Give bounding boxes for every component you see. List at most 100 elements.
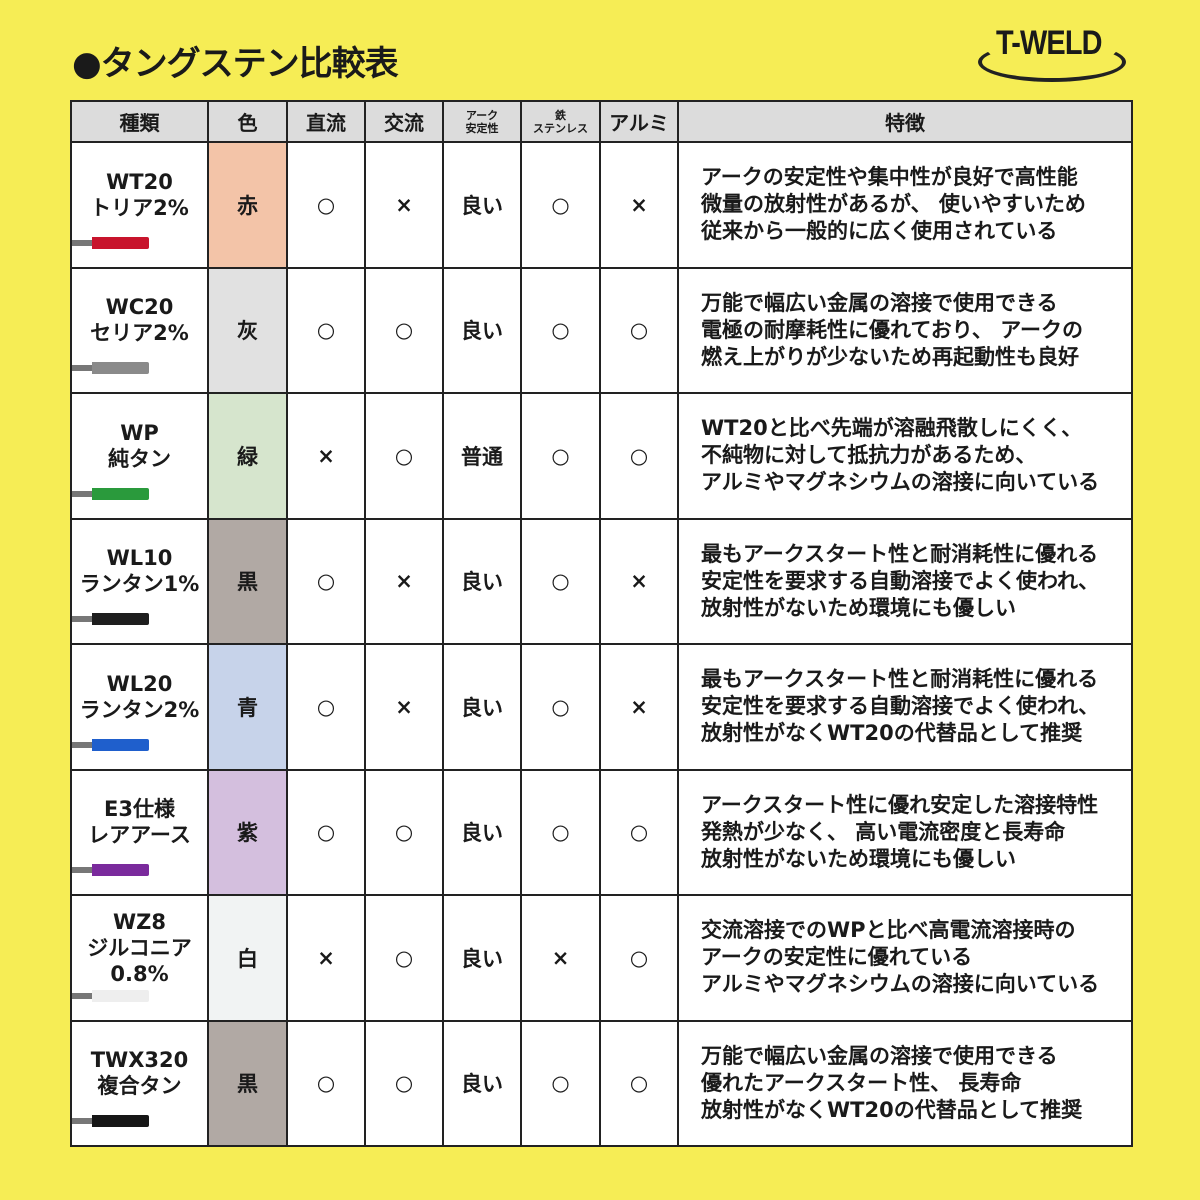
feature-line: アルミやマグネシウムの溶接に向いている	[701, 470, 1100, 495]
logo-ring	[978, 42, 1126, 82]
electrode-rod-image	[72, 487, 149, 500]
feature-line: 発熱が少なく、 高い電流密度と長寿命	[701, 819, 1066, 844]
feature-line: 万能で幅広い金属の溶接で使用できる	[701, 290, 1058, 315]
feature-line: アルミやマグネシウムの溶接に向いている	[701, 972, 1100, 997]
feature-line: 不純物に対して抵抗力があるため、	[701, 443, 1037, 468]
table-row: WP 純タン 緑 × ○ 普通 ○ ○ WT20と比べ先端が溶融飛散しにくく、 不純物に対して抵…	[70, 392, 1133, 520]
electrode-rod-image	[72, 1115, 149, 1127]
features-cell: アークの安定性や集中性が良好で高性能 微量の放射性があるが、 使いやすいため 従来か…	[677, 141, 1133, 269]
steel-cell: ○	[520, 768, 601, 896]
header-type: 種類	[70, 100, 209, 143]
ac-cell: ○	[364, 894, 444, 1022]
type-cell: WZ8 ジルコニア 0.8%	[70, 894, 209, 1022]
dc-cell: ○	[286, 517, 366, 645]
electrode-rod-image	[72, 989, 149, 1002]
tungsten-comparison-table: 種類 色 直流 交流 アーク 安定性 鉄 ステンレス アルミ 特徴 WT20 トリ…	[70, 100, 1133, 1147]
ac-cell: ×	[364, 517, 444, 645]
arc-stability-cell: 良い	[442, 643, 522, 771]
header-features: 特徴	[677, 100, 1133, 143]
type-line: 純タン	[108, 446, 171, 471]
type-line: WL10	[106, 546, 173, 571]
features-cell: WT20と比べ先端が溶融飛散しにくく、 不純物に対して抵抗力があるため、 アルミやマ…	[677, 392, 1133, 520]
type-line: WZ8	[112, 909, 166, 934]
ac-cell: ○	[364, 266, 444, 394]
aluminum-cell: ○	[599, 392, 679, 520]
features-cell: 万能で幅広い金属の溶接で使用できる 電極の耐摩耗性に優れており、 アークの 燃え上が…	[677, 266, 1133, 394]
header-arc-stability: アーク 安定性	[442, 100, 522, 143]
type-cell: TWX320 複合タン	[70, 1019, 209, 1147]
table-row: WC20 セリア2% 灰 ○ ○ 良い ○ ○ 万能で幅広い金属の溶接で使用できる 電極の耐摩耗…	[70, 266, 1133, 394]
color-cell: 赤	[207, 141, 288, 269]
feature-line: 従来から一般的に広く使用されている	[701, 219, 1058, 244]
dc-cell: ×	[286, 392, 366, 520]
page-title: ●タングステン比較表	[72, 44, 399, 84]
color-cell: 灰	[207, 266, 288, 394]
features-cell: 交流溶接でのWPと比べ高電流溶接時の アークの安定性に優れている アルミやマグネシウ…	[677, 894, 1133, 1022]
type-cell: E3仕様 レアアース	[70, 768, 209, 896]
dc-cell: ○	[286, 266, 366, 394]
type-cell: WL10 ランタン1%	[70, 517, 209, 645]
table-row: E3仕様 レアアース 紫 ○ ○ 良い ○ ○ アークスタート性に優れ安定した溶接特性 発熱が少…	[70, 768, 1133, 896]
type-line: WC20	[105, 295, 174, 320]
logo-text: T-WELD	[996, 24, 1103, 62]
ac-cell: ×	[364, 141, 444, 269]
electrode-rod-image	[72, 738, 149, 751]
color-cell: 黒	[207, 517, 288, 645]
type-line: E3仕様	[104, 797, 175, 822]
steel-cell: ○	[520, 141, 601, 269]
aluminum-cell: ○	[599, 894, 679, 1022]
steel-cell: ○	[520, 266, 601, 394]
feature-line: 燃え上がりが少ないため再起動性も良好	[701, 344, 1079, 369]
aluminum-cell: ○	[599, 266, 679, 394]
type-line: レアアース	[88, 823, 191, 848]
arc-stability-cell: 良い	[442, 1019, 522, 1147]
dc-cell: ○	[286, 1019, 366, 1147]
arc-stability-cell: 良い	[442, 517, 522, 645]
aluminum-cell: ×	[599, 517, 679, 645]
aluminum-cell: ×	[599, 141, 679, 269]
steel-cell: ○	[520, 643, 601, 771]
feature-line: 放射性がないため環境にも優しい	[701, 846, 1016, 871]
type-cell: WL20 ランタン2%	[70, 643, 209, 771]
arc-stability-cell: 良い	[442, 266, 522, 394]
features-cell: 最もアークスタート性と耐消耗性に優れる 安定性を要求する自動溶接でよく使われ、 放射…	[677, 643, 1133, 771]
table-row: WL10 ランタン1% 黒 ○ × 良い ○ × 最もアークスタート性と耐消耗性に優れる 安定性…	[70, 517, 1133, 645]
ac-cell: ○	[364, 1019, 444, 1147]
arc-stability-cell: 普通	[442, 392, 522, 520]
color-cell: 緑	[207, 392, 288, 520]
table-row: WL20 ランタン2% 青 ○ × 良い ○ × 最もアークスタート性と耐消耗性に優れる 安定性…	[70, 643, 1133, 771]
color-cell: 紫	[207, 768, 288, 896]
dc-cell: ×	[286, 894, 366, 1022]
table-row: TWX320 複合タン 黒 ○ ○ 良い ○ ○ 万能で幅広い金属の溶接で使用できる 優れたアー…	[70, 1019, 1133, 1147]
feature-line: 万能で幅広い金属の溶接で使用できる	[701, 1043, 1058, 1068]
table-row: WT20 トリア2% 赤 ○ × 良い ○ × アークの安定性や集中性が良好で高性能 微量の放射…	[70, 141, 1133, 269]
type-cell: WT20 トリア2%	[70, 141, 209, 269]
header-steel: 鉄 ステンレス	[520, 100, 601, 143]
color-cell: 白	[207, 894, 288, 1022]
feature-line: 優れたアークスタート性、 長寿命	[701, 1070, 1022, 1095]
arc-stability-cell: 良い	[442, 141, 522, 269]
color-cell: 青	[207, 643, 288, 771]
steel-cell: ×	[520, 894, 601, 1022]
dc-cell: ○	[286, 768, 366, 896]
dc-cell: ○	[286, 141, 366, 269]
header-color: 色	[207, 100, 288, 143]
type-cell: WP 純タン	[70, 392, 209, 520]
feature-line: 放射性がないため環境にも優しい	[701, 595, 1016, 620]
type-line: WT20	[106, 169, 173, 194]
features-cell: 万能で幅広い金属の溶接で使用できる 優れたアークスタート性、 長寿命 放射性がなくW…	[677, 1019, 1133, 1147]
header-aluminum: アルミ	[599, 100, 679, 143]
type-line: ジルコニア	[87, 935, 192, 960]
electrode-rod-image	[72, 613, 149, 625]
aluminum-cell: ○	[599, 1019, 679, 1147]
type-line: WP	[120, 420, 159, 445]
header-row: 種類 色 直流 交流 アーク 安定性 鉄 ステンレス アルミ 特徴	[70, 100, 1133, 143]
type-cell: WC20 セリア2%	[70, 266, 209, 394]
type-line: ランタン1%	[79, 572, 200, 597]
type-line: WL20	[106, 671, 173, 696]
feature-line: WT20と比べ先端が溶融飛散しにくく、	[701, 416, 1083, 441]
type-line: 0.8%	[110, 961, 169, 986]
color-cell: 黒	[207, 1019, 288, 1147]
feature-line: 安定性を要求する自動溶接でよく使われ、	[701, 568, 1100, 593]
ac-cell: ×	[364, 643, 444, 771]
